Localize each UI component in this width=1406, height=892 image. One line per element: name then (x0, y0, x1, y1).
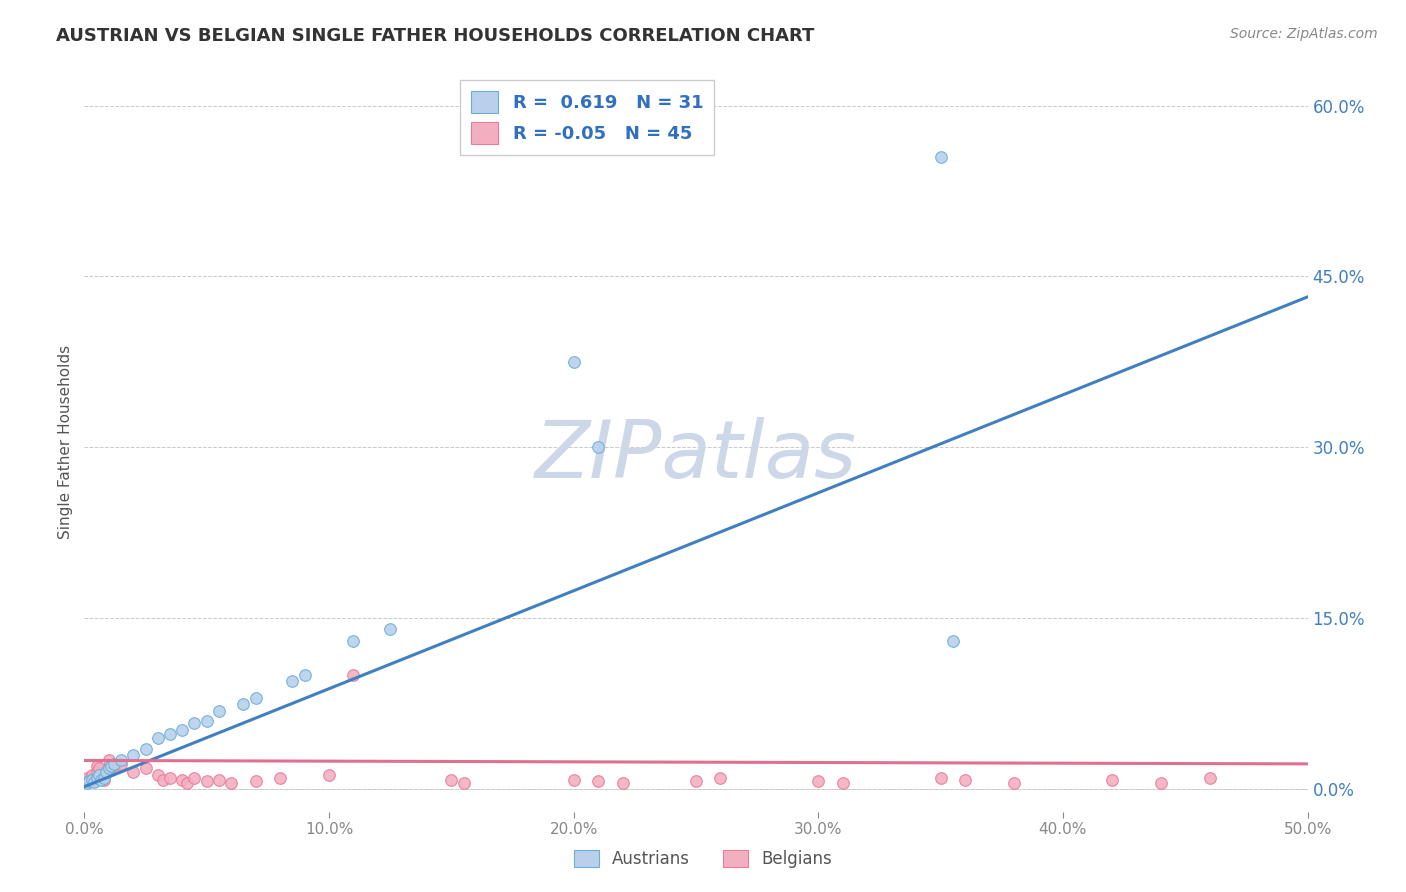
Point (183, 771, 205, 785)
Point (612, 776, 634, 790)
Point (953, 772, 976, 787)
Point (172, 723, 194, 737)
Point (122, 764, 145, 779)
Legend: Austrians, Belgians: Austrians, Belgians (567, 843, 839, 875)
Point (76, 771, 98, 785)
Point (135, 742, 157, 756)
Y-axis label: Single Father Households: Single Father Households (58, 344, 73, 539)
Point (1101, 772, 1123, 787)
Point (87, 771, 110, 785)
Point (86, 771, 108, 785)
Point (281, 673, 304, 688)
Point (453, 776, 475, 790)
Point (208, 705, 231, 719)
Point (685, 774, 707, 789)
Text: AUSTRIAN VS BELGIAN SINGLE FATHER HOUSEHOLDS CORRELATION CHART: AUSTRIAN VS BELGIAN SINGLE FATHER HOUSEH… (56, 27, 814, 45)
Point (831, 776, 853, 790)
Point (172, 772, 194, 787)
Point (1150, 776, 1173, 790)
Point (93, 772, 115, 787)
Point (77, 772, 100, 787)
Point (195, 714, 218, 728)
Point (97, 761, 120, 775)
Point (562, 772, 585, 787)
Point (146, 731, 169, 745)
Point (318, 768, 340, 782)
Point (208, 772, 231, 787)
Text: ZIPatlas: ZIPatlas (534, 417, 858, 495)
Point (86, 759, 108, 773)
Point (709, 771, 731, 785)
Point (96, 764, 118, 779)
Point (294, 668, 316, 682)
Point (183, 715, 205, 730)
Point (122, 747, 145, 762)
Point (87, 768, 110, 782)
Point (942, 633, 965, 648)
Point (1198, 771, 1220, 785)
Point (76, 776, 98, 790)
Point (245, 774, 267, 789)
Point (135, 761, 157, 775)
Point (110, 754, 132, 768)
Point (159, 771, 181, 785)
Point (195, 774, 218, 789)
Point (562, 355, 585, 369)
Point (232, 697, 254, 711)
Point (87, 761, 110, 775)
Point (159, 727, 181, 741)
Point (90, 772, 112, 787)
Point (219, 776, 242, 790)
Point (77, 774, 100, 789)
Point (80, 768, 103, 782)
Point (342, 668, 364, 682)
Point (342, 633, 364, 648)
Text: Source: ZipAtlas.com: Source: ZipAtlas.com (1230, 27, 1378, 41)
Point (1002, 776, 1025, 790)
Point (929, 150, 952, 164)
Point (807, 774, 830, 789)
Point (146, 768, 169, 782)
Point (97, 754, 120, 768)
Point (83, 775, 105, 789)
Point (586, 440, 609, 454)
Legend: R =  0.619   N = 31, R = -0.05   N = 45: R = 0.619 N = 31, R = -0.05 N = 45 (460, 80, 714, 155)
Point (440, 772, 463, 787)
Point (97, 761, 120, 775)
Point (93, 771, 115, 785)
Point (245, 690, 267, 705)
Point (80, 772, 103, 787)
Point (176, 776, 198, 790)
Point (83, 774, 105, 789)
Point (152, 772, 174, 787)
Point (380, 623, 402, 637)
Point (269, 771, 291, 785)
Point (586, 774, 609, 789)
Point (103, 759, 125, 773)
Point (100, 759, 122, 773)
Point (86, 764, 108, 779)
Point (929, 771, 952, 785)
Point (110, 756, 132, 771)
Point (96, 764, 118, 779)
Point (103, 756, 125, 771)
Point (90, 768, 112, 782)
